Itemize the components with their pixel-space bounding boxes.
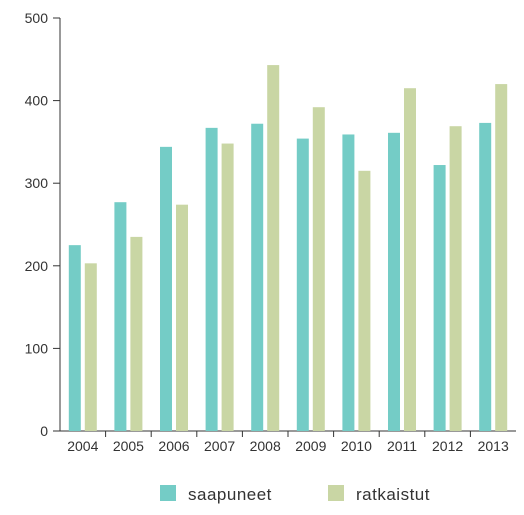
y-tick-label: 200 [25, 258, 49, 274]
bar-saapuneet-2007 [205, 127, 218, 431]
y-tick-label: 0 [40, 423, 48, 439]
x-tick-label: 2007 [204, 438, 235, 454]
x-tick-label: 2012 [432, 438, 463, 454]
y-tick-label: 400 [25, 93, 49, 109]
legend-label-saapuneet: saapuneet [188, 485, 272, 504]
x-axis: 2004 2005 2006 2007 2008 2009 2010 2011 2012 2013 [60, 430, 516, 454]
bar-ratkaistut-2005 [130, 236, 143, 431]
bar-saapuneet-2006 [160, 146, 172, 431]
legend-swatch-ratkaistut [328, 485, 344, 501]
y-tick-label: 500 [25, 10, 49, 26]
bar-saapuneet-2011 [388, 132, 400, 431]
bar-ratkaistut-2013 [495, 84, 508, 431]
bar-ratkaistut-2008 [267, 65, 280, 431]
bar-ratkaistut-2007 [221, 143, 234, 431]
bar-saapuneet-2012 [433, 165, 446, 431]
y-tick-label: 300 [25, 175, 49, 191]
x-tick-label: 2013 [478, 438, 509, 454]
legend-swatch-saapuneet [160, 485, 176, 501]
legend: saapuneet ratkaistut [160, 485, 430, 504]
x-tick-label: 2004 [67, 438, 98, 454]
bar-ratkaistut-2006 [176, 204, 188, 431]
bar-ratkaistut-2004 [84, 263, 97, 431]
y-tick-label: 100 [25, 340, 49, 356]
x-tick-label: 2010 [341, 438, 372, 454]
x-tick-label: 2011 [387, 438, 417, 454]
x-tick-label: 2009 [295, 438, 326, 454]
bar-saapuneet-2008 [251, 123, 264, 431]
bar-saapuneet-2013 [479, 122, 492, 431]
x-tick-label: 2005 [113, 438, 144, 454]
x-tick-label: 2008 [250, 438, 281, 454]
bar-saapuneet-2010 [342, 134, 355, 431]
bar-ratkaistut-2011 [404, 88, 416, 432]
y-axis: 0 100 200 300 400 500 [25, 10, 61, 439]
bar-saapuneet-2005 [114, 202, 127, 431]
x-tick-label: 2006 [158, 438, 189, 454]
legend-label-ratkaistut: ratkaistut [356, 485, 430, 504]
bars [68, 65, 508, 432]
bar-ratkaistut-2010 [358, 170, 371, 431]
bar-saapuneet-2009 [296, 138, 309, 431]
bar-ratkaistut-2009 [312, 107, 325, 431]
bar-ratkaistut-2012 [449, 126, 462, 432]
bar-saapuneet-2004 [68, 245, 81, 431]
